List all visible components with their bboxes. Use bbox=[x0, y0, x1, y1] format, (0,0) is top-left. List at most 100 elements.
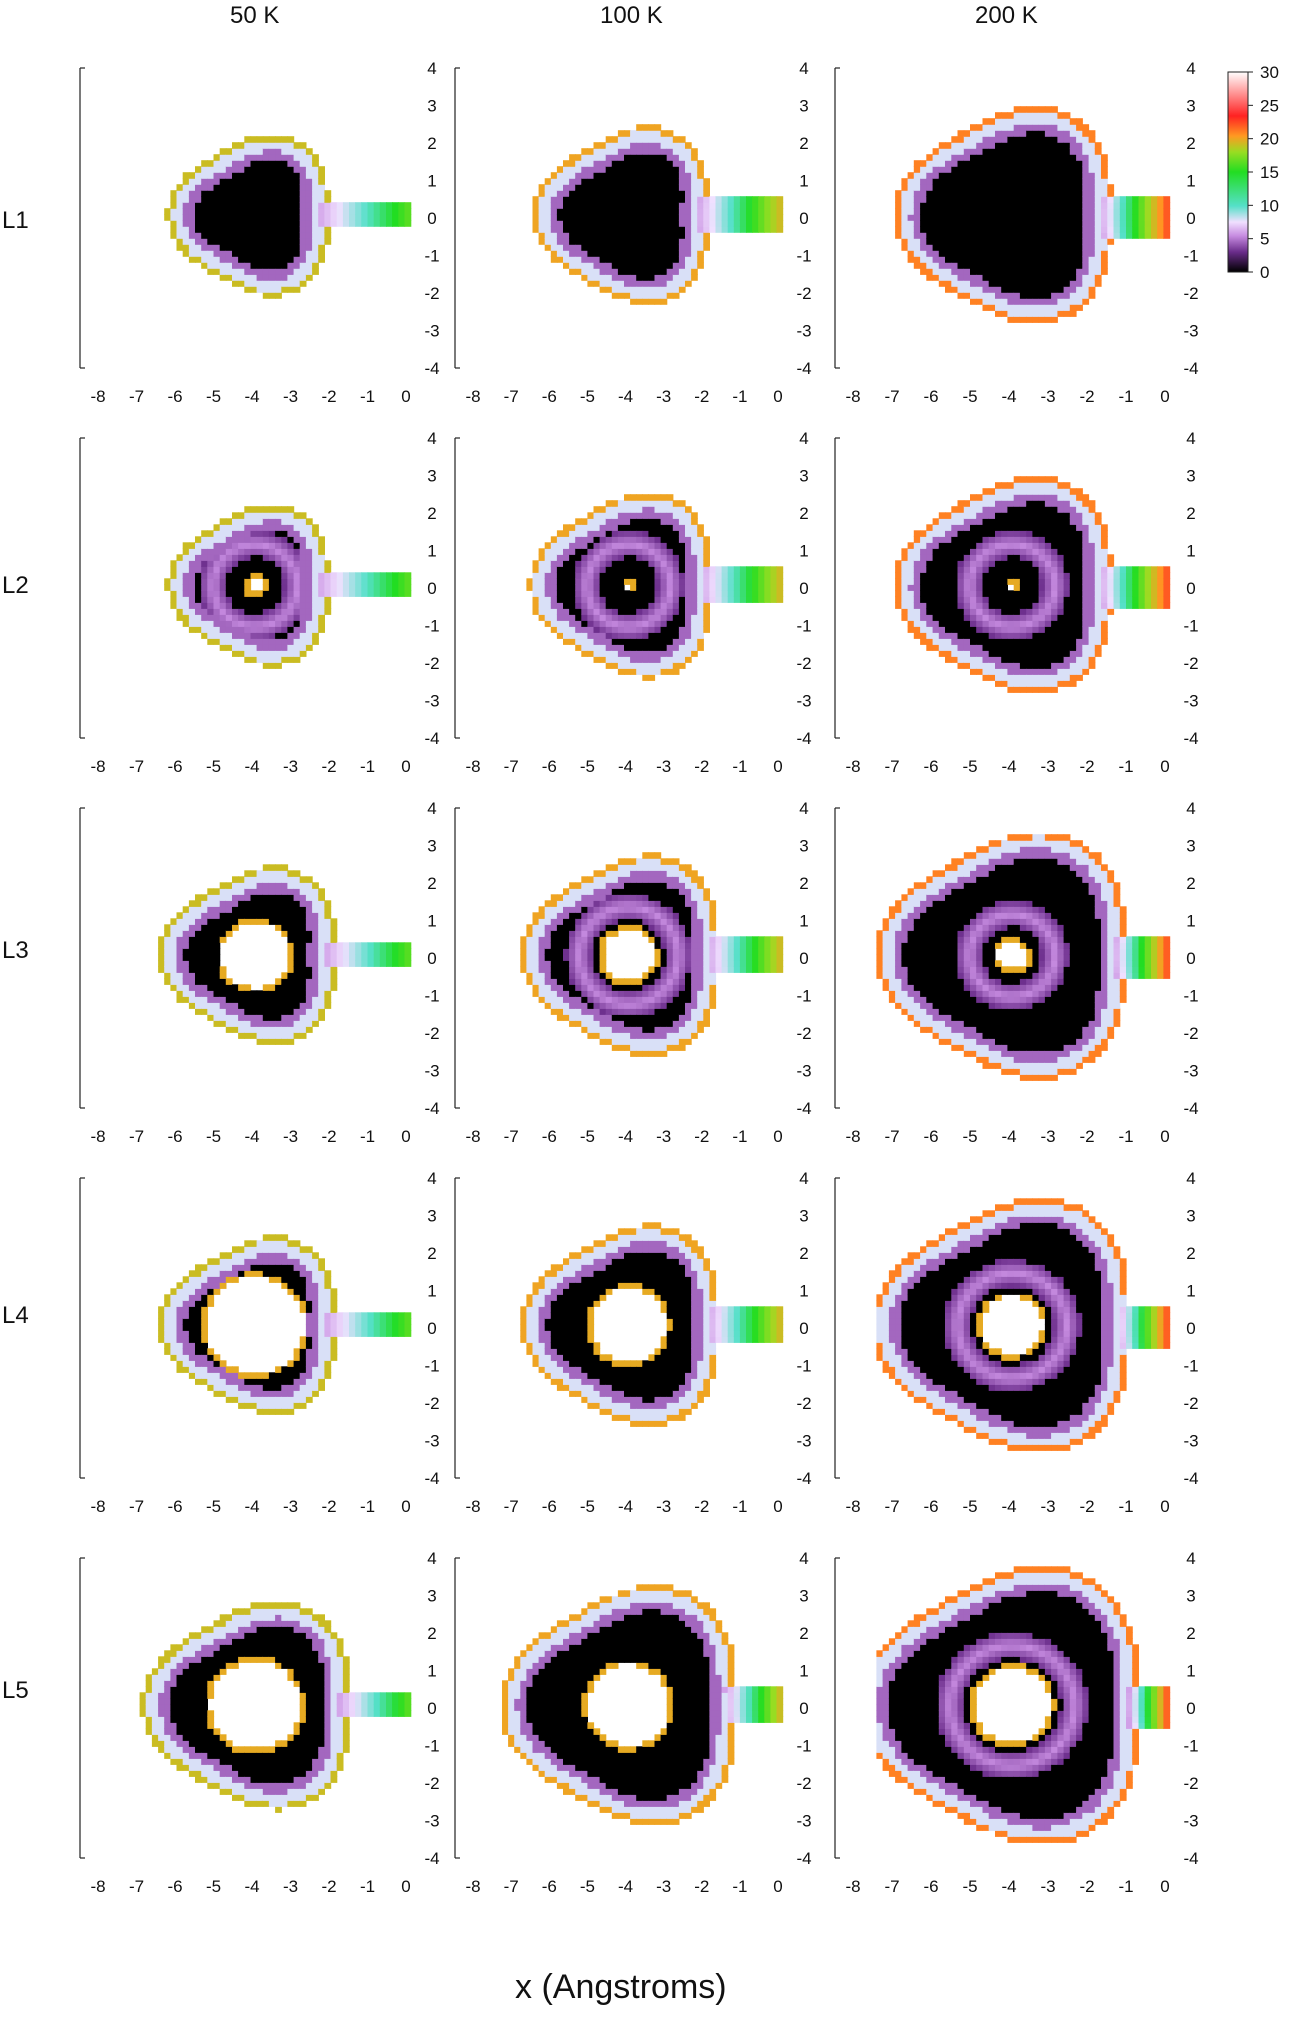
heatmap-cell bbox=[1007, 280, 1015, 287]
heatmap-cell bbox=[957, 608, 965, 615]
heatmap-cell bbox=[225, 524, 233, 531]
heatmap-cell bbox=[1013, 548, 1021, 555]
heatmap-cell bbox=[945, 608, 952, 615]
heatmap-cell bbox=[201, 196, 208, 203]
heatmap-cell bbox=[593, 172, 601, 179]
heatmap-cell bbox=[1101, 172, 1108, 179]
heatmap-cell bbox=[1026, 482, 1033, 489]
heatmap-cell bbox=[1013, 680, 1021, 687]
heatmap-cell bbox=[318, 578, 325, 585]
heatmap-cell bbox=[1069, 256, 1077, 263]
heatmap-cell bbox=[1082, 292, 1090, 299]
heatmap-cell bbox=[182, 620, 190, 627]
heatmap-cell bbox=[1113, 572, 1121, 579]
heatmap-cell bbox=[1063, 256, 1071, 263]
heatmap-cell bbox=[727, 572, 735, 579]
heatmap-cell bbox=[398, 590, 406, 597]
heatmap-cell bbox=[1076, 488, 1083, 495]
heatmap-cell bbox=[926, 638, 934, 645]
heatmap-cell bbox=[201, 172, 208, 179]
heatmap-cell bbox=[250, 590, 258, 597]
heatmap-cell bbox=[957, 578, 965, 585]
heatmap-cell bbox=[951, 626, 959, 633]
heatmap-cell bbox=[176, 936, 184, 943]
heatmap-cell bbox=[207, 178, 215, 185]
heatmap-cell bbox=[654, 256, 662, 263]
heatmap-cell bbox=[1019, 148, 1027, 155]
heatmap-cell bbox=[188, 220, 196, 227]
heatmap-cell bbox=[951, 578, 959, 585]
heatmap-cell bbox=[268, 602, 276, 609]
heatmap-cell bbox=[1019, 494, 1027, 501]
heatmap-cell bbox=[1063, 244, 1071, 251]
heatmap-cell bbox=[617, 160, 625, 167]
heatmap-cell bbox=[957, 208, 965, 215]
heatmap-cell bbox=[256, 280, 264, 287]
heatmap-cell bbox=[1119, 208, 1127, 215]
heatmap-cell bbox=[605, 626, 613, 633]
heatmap-cell bbox=[188, 572, 196, 579]
heatmap-cell bbox=[238, 256, 245, 263]
heatmap-cell bbox=[1013, 292, 1021, 299]
heatmap-cell bbox=[666, 596, 674, 603]
heatmap-cell bbox=[1001, 680, 1008, 687]
heatmap-cell bbox=[642, 602, 649, 609]
heatmap-cell bbox=[660, 184, 668, 191]
heatmap-cell bbox=[538, 572, 546, 579]
heatmap-cell bbox=[951, 566, 959, 573]
heatmap-cell bbox=[299, 262, 307, 269]
heatmap-cell bbox=[581, 626, 588, 633]
heatmap-cell bbox=[213, 208, 221, 215]
heatmap-cell bbox=[563, 632, 570, 639]
heatmap-cell bbox=[170, 220, 178, 227]
row-label-l3: L3 bbox=[2, 937, 29, 964]
heatmap-cell bbox=[691, 560, 698, 567]
heatmap-cell bbox=[575, 160, 582, 167]
heatmap-cell bbox=[593, 620, 601, 627]
heatmap-cell bbox=[963, 650, 971, 657]
heatmap-cell bbox=[691, 524, 698, 531]
heatmap-cell bbox=[630, 530, 637, 537]
y-tick-label: 2 bbox=[427, 504, 436, 523]
heatmap-cell bbox=[256, 656, 264, 663]
heatmap-cell bbox=[654, 142, 662, 149]
heatmap-cell bbox=[895, 572, 902, 579]
heatmap-cell bbox=[685, 638, 692, 645]
heatmap-cell bbox=[982, 560, 990, 567]
heatmap-cell bbox=[1126, 578, 1133, 585]
heatmap-cell bbox=[1107, 608, 1115, 615]
heatmap-cell bbox=[238, 590, 245, 597]
heatmap-cell bbox=[1051, 542, 1058, 549]
heatmap-cell bbox=[995, 226, 1002, 233]
heatmap-cell bbox=[666, 250, 674, 257]
heatmap-cell bbox=[1076, 530, 1083, 537]
heatmap-cell bbox=[1038, 310, 1046, 317]
heatmap-cell bbox=[976, 524, 983, 531]
heatmap-cell bbox=[709, 214, 717, 221]
heatmap-cell bbox=[1069, 602, 1077, 609]
heatmap-cell bbox=[599, 620, 607, 627]
heatmap-cell bbox=[195, 542, 202, 549]
heatmap-cell bbox=[398, 578, 406, 585]
heatmap-cell bbox=[238, 154, 245, 161]
heatmap-cell bbox=[982, 232, 990, 239]
heatmap-cell bbox=[1026, 638, 1033, 645]
heatmap-cell bbox=[642, 656, 649, 663]
heatmap-cell bbox=[1044, 638, 1052, 645]
heatmap-cell bbox=[195, 924, 202, 931]
heatmap-cell bbox=[1051, 680, 1058, 687]
heatmap-cell bbox=[262, 226, 270, 233]
heatmap-cell bbox=[938, 256, 946, 263]
heatmap-cell bbox=[1138, 202, 1146, 209]
heatmap-cell bbox=[672, 190, 680, 197]
heatmap-cell bbox=[569, 584, 576, 591]
x-tick-label: -5 bbox=[206, 757, 221, 776]
heatmap-cell bbox=[170, 202, 178, 209]
heatmap-cell bbox=[587, 566, 595, 573]
heatmap-cell bbox=[256, 136, 264, 143]
heatmap-cell bbox=[1013, 488, 1021, 495]
heatmap-cell bbox=[544, 542, 552, 549]
heatmap-cell bbox=[611, 172, 619, 179]
heatmap-cell bbox=[970, 572, 977, 579]
heatmap-cell bbox=[593, 166, 601, 173]
